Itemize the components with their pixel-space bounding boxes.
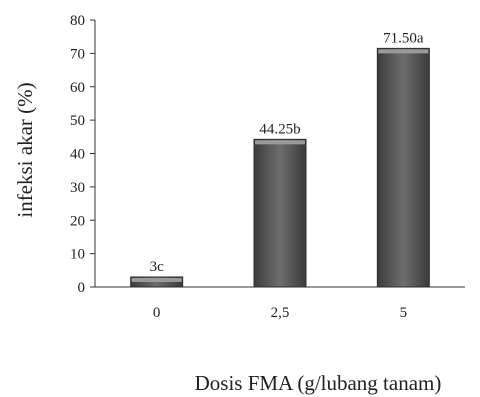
y-tick-label: 40 <box>70 147 85 163</box>
y-tick-label: 70 <box>70 46 85 62</box>
bar-highlight <box>131 277 182 282</box>
bar <box>130 276 184 288</box>
x-axis: 0 2,5 5 <box>95 286 465 321</box>
data-label: 44.25b <box>259 121 300 137</box>
x-tick-label: 5 <box>400 305 408 321</box>
data-labels: 3c 44.25b 71.50a <box>150 30 424 275</box>
x-tick-label: 2,5 <box>271 305 290 321</box>
data-label: 3c <box>150 259 165 275</box>
bar-highlight <box>378 49 429 54</box>
y-tick-label: 20 <box>70 213 85 229</box>
bars <box>130 47 430 288</box>
y-tick-label: 10 <box>70 247 85 263</box>
data-label: 71.50a <box>383 30 424 46</box>
bar <box>253 138 307 288</box>
y-tick-label: 0 <box>78 280 86 296</box>
y-tick-label: 60 <box>70 80 85 96</box>
y-tick-label: 80 <box>70 13 85 29</box>
x-axis-title: Dosis FMA (g/lubang tanam) <box>195 371 442 395</box>
y-tick-label: 30 <box>70 180 85 196</box>
y-axis: 0 10 20 30 40 50 60 70 80 <box>70 13 96 296</box>
bar <box>376 47 430 288</box>
y-axis-title: infeksi akar (%) <box>13 82 37 217</box>
x-tick-label: 0 <box>153 305 161 321</box>
y-tick-label: 50 <box>70 113 85 129</box>
bar-highlight <box>255 140 305 145</box>
